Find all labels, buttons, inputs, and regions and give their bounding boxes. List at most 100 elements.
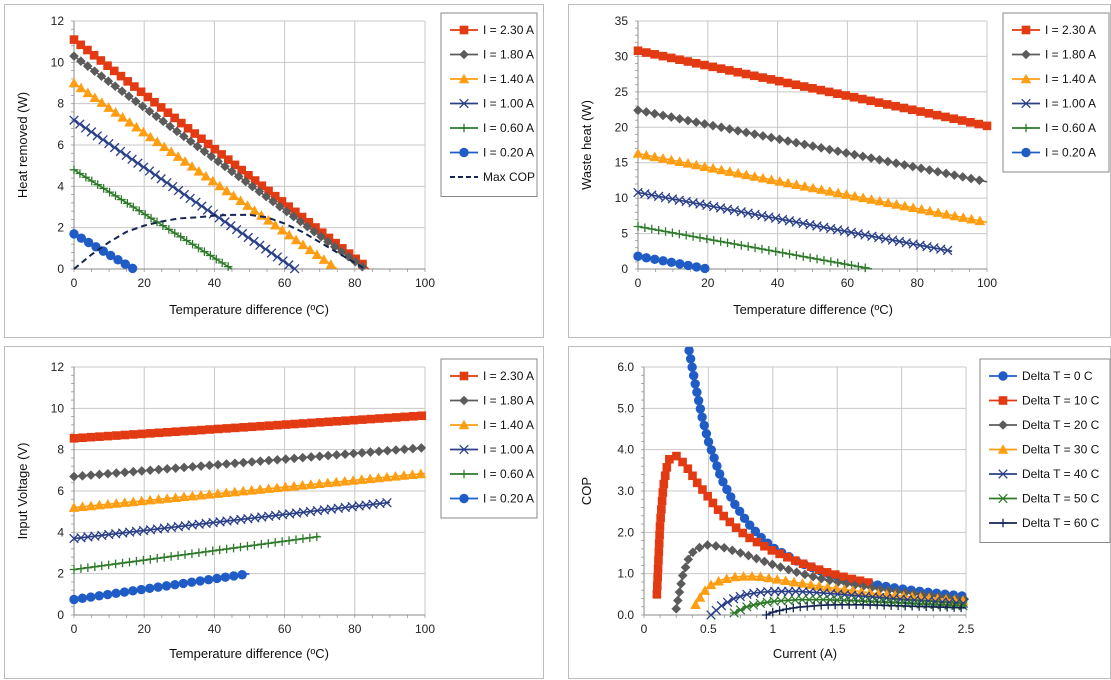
data-point bbox=[676, 578, 686, 589]
data-point bbox=[816, 85, 826, 95]
y-tick-label: 2 bbox=[57, 221, 64, 235]
data-point bbox=[924, 109, 934, 118]
data-point bbox=[791, 80, 801, 90]
legend-swatch-marker bbox=[459, 469, 469, 479]
data-point bbox=[805, 253, 815, 263]
data-point bbox=[128, 466, 139, 477]
data-point bbox=[768, 607, 778, 617]
data-point bbox=[213, 156, 223, 167]
chart-cop: 0 0.5 1 1.5 2 2.5 0.0 1.0 2.0 3.0 4.0 5.0 6.0 Current… bbox=[568, 346, 1111, 679]
x-tick-label: 40 bbox=[208, 622, 222, 636]
data-point bbox=[202, 205, 213, 215]
legend-swatch-marker bbox=[458, 73, 470, 84]
data-point bbox=[182, 236, 191, 245]
data-point bbox=[81, 172, 91, 182]
data-point bbox=[96, 56, 106, 65]
data-point bbox=[120, 259, 130, 269]
data-point bbox=[156, 174, 166, 184]
data-point bbox=[789, 603, 798, 613]
data-point bbox=[323, 450, 333, 461]
y-axis-title: COP bbox=[579, 477, 594, 505]
data-point bbox=[186, 161, 198, 171]
data-point bbox=[690, 599, 701, 609]
data-point bbox=[138, 162, 149, 172]
data-point bbox=[305, 479, 317, 489]
data-point bbox=[238, 457, 249, 468]
series-5 bbox=[69, 570, 250, 605]
x-tick-label: 80 bbox=[348, 276, 362, 290]
legend-swatch-marker bbox=[1021, 25, 1031, 35]
data-point bbox=[649, 108, 660, 119]
data-point bbox=[808, 84, 817, 93]
data-point bbox=[792, 250, 801, 260]
data-point bbox=[690, 379, 700, 389]
data-point bbox=[688, 471, 697, 481]
data-point bbox=[343, 251, 354, 262]
legend-box bbox=[440, 358, 538, 519]
data-point bbox=[874, 154, 885, 165]
data-point bbox=[702, 540, 713, 550]
data-point bbox=[212, 488, 224, 498]
data-point bbox=[77, 593, 88, 603]
data-point bbox=[196, 425, 206, 435]
data-point bbox=[167, 181, 178, 192]
legend-label: I = 1.00 A bbox=[1045, 97, 1096, 111]
data-point bbox=[891, 101, 900, 111]
data-point bbox=[916, 163, 926, 174]
chart-waste-heat: 0 20 40 60 80 100 0 5 10 15 20 25 30 35 Temperature di… bbox=[568, 4, 1111, 338]
data-point bbox=[771, 247, 781, 256]
series-4 bbox=[633, 222, 872, 273]
data-point bbox=[805, 579, 817, 590]
data-point bbox=[647, 224, 657, 234]
data-point bbox=[229, 543, 238, 553]
data-point bbox=[708, 62, 718, 72]
data-point bbox=[249, 236, 259, 247]
data-point bbox=[340, 449, 350, 459]
data-point bbox=[673, 595, 683, 606]
data-point bbox=[275, 201, 285, 212]
data-point bbox=[749, 129, 760, 139]
data-point bbox=[128, 202, 138, 212]
data-point bbox=[683, 260, 693, 271]
data-point bbox=[774, 76, 784, 86]
data-point bbox=[89, 50, 99, 60]
data-point bbox=[243, 541, 252, 551]
data-point bbox=[683, 115, 693, 126]
data-point bbox=[325, 259, 337, 269]
legend-label: I = 0.60 A bbox=[483, 121, 534, 135]
data-point bbox=[116, 71, 126, 81]
data-point bbox=[855, 576, 865, 586]
x-tick-label: 0.5 bbox=[700, 622, 717, 636]
data-point bbox=[254, 186, 265, 197]
data-point bbox=[957, 172, 968, 182]
data-point bbox=[722, 597, 733, 608]
data-point bbox=[766, 75, 776, 84]
data-point bbox=[758, 131, 768, 141]
legend-swatch-marker bbox=[459, 49, 469, 60]
series-4 bbox=[69, 532, 322, 574]
data-point bbox=[136, 495, 147, 506]
data-point bbox=[288, 211, 299, 222]
x-axis-title: Temperature difference (ºC) bbox=[733, 302, 893, 317]
data-point bbox=[207, 175, 219, 186]
data-point bbox=[201, 547, 211, 557]
data-point bbox=[654, 539, 664, 548]
data-point bbox=[131, 121, 142, 132]
data-point bbox=[655, 522, 665, 531]
data-point bbox=[974, 119, 983, 129]
data-point bbox=[136, 584, 146, 595]
data-point bbox=[92, 131, 102, 141]
data-point bbox=[699, 585, 711, 595]
y-tick-label: 12 bbox=[51, 14, 65, 28]
data-point bbox=[297, 212, 307, 222]
data-point bbox=[812, 254, 822, 264]
data-point bbox=[727, 545, 738, 556]
data-point bbox=[741, 127, 752, 138]
data-point bbox=[700, 263, 710, 274]
data-point bbox=[694, 592, 706, 602]
data-point bbox=[866, 96, 875, 106]
x-tick-label: 1.5 bbox=[829, 622, 846, 636]
y-axis-title: Input Voltage (V) bbox=[15, 443, 30, 540]
data-point bbox=[136, 466, 147, 476]
data-point bbox=[176, 232, 186, 242]
